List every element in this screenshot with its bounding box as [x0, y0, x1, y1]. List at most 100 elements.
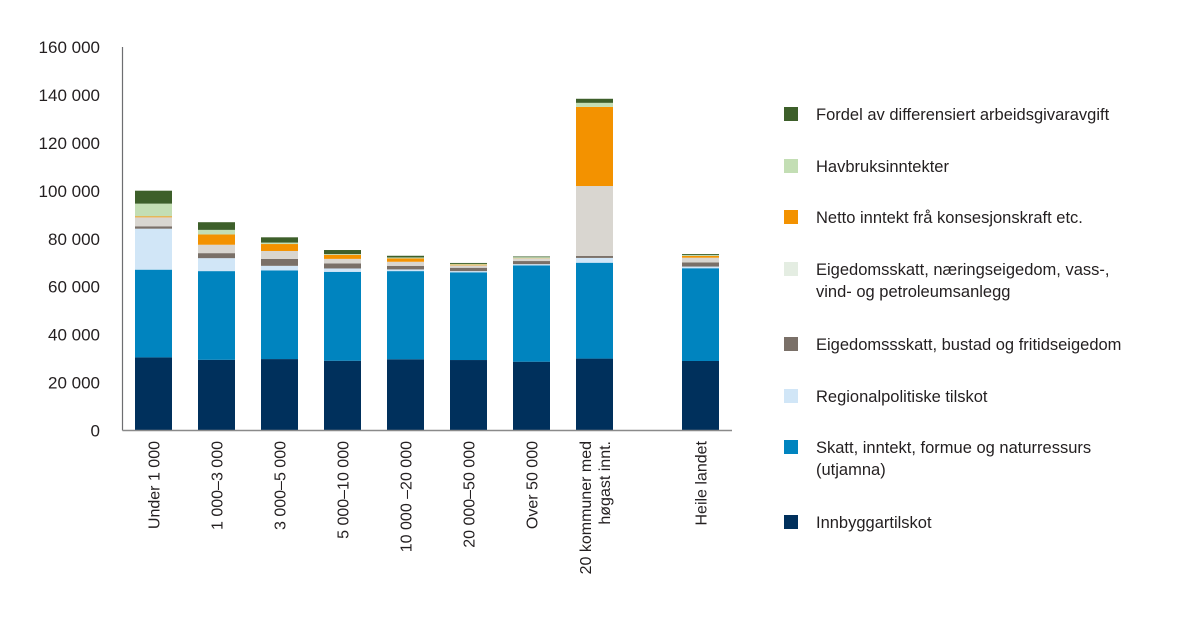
bar-segment: [682, 256, 719, 258]
legend-swatch: [784, 337, 798, 351]
x-tick-label: 3 000–5 000: [273, 441, 290, 530]
bar-segment: [198, 244, 235, 254]
bar-segment: [513, 258, 550, 262]
bar-stack: [513, 256, 550, 431]
bar-segment: [576, 106, 613, 187]
bar-segment: [387, 261, 424, 266]
legend-label: Eigedomssskatt, bustad og fritidseigedom: [816, 336, 1122, 354]
bar-segment: [387, 265, 424, 270]
bar-segment: [682, 255, 719, 257]
bar-segment: [513, 256, 550, 258]
bar-segment: [261, 244, 298, 251]
bar-segment: [513, 261, 550, 265]
legend-label: Fordel av differensiert arbeidsgivaravgi…: [816, 106, 1110, 124]
legend-swatch: [784, 159, 798, 173]
bar-segment: [261, 270, 298, 360]
bar-segment: [450, 271, 487, 273]
bar-segment: [682, 268, 719, 361]
x-tick-label: 10 000 –20 000: [399, 441, 416, 552]
legend-swatch: [784, 515, 798, 529]
bar-segment: [198, 222, 235, 230]
bar-segment: [198, 359, 235, 431]
bar-segment: [324, 271, 361, 361]
bar-segment: [261, 237, 298, 243]
bar-stack: [324, 250, 361, 431]
legend-label: Netto inntekt frå konsesjonskraft etc.: [816, 209, 1083, 227]
bar-segment: [261, 250, 298, 259]
bar-segment: [324, 360, 361, 431]
bar-segment: [261, 265, 298, 271]
bar-segment: [324, 268, 361, 272]
x-tick-label: høgast innt.: [597, 441, 614, 525]
bar-segment: [387, 257, 424, 259]
legend-label: Havbruksinntekter: [816, 158, 949, 176]
bars: [135, 98, 719, 431]
bar-segment: [513, 264, 550, 266]
legend-swatch: [784, 107, 798, 121]
bar-segment: [513, 361, 550, 431]
bar-segment: [324, 254, 361, 255]
legend-item: Netto inntekt frå konsesjonskraft etc.: [784, 207, 1196, 229]
legend-swatch: [784, 389, 798, 403]
bar-segment: [682, 254, 719, 256]
bar-stack: [135, 190, 172, 431]
legend-swatch: [784, 440, 798, 454]
bar-segment: [576, 186, 613, 257]
bar-stack: [450, 262, 487, 431]
bar-segment: [135, 203, 172, 217]
bar-segment: [135, 357, 172, 431]
x-tick-label: 20 000–50 000: [462, 441, 479, 548]
legend-item: Eigedomssskatt, bustad og fritidseigedom: [784, 334, 1196, 356]
bar-segment: [198, 253, 235, 259]
bar-segment: [198, 234, 235, 245]
bar-segment: [450, 263, 487, 265]
bar-segment: [576, 256, 613, 258]
legend: Fordel av differensiert arbeidsgivaravgi…: [784, 0, 1194, 639]
x-tick-label: 20 kommuner med: [578, 441, 595, 574]
bar-segment: [198, 258, 235, 272]
bar-segment: [387, 269, 424, 272]
legend-label: Skatt, inntekt, formue og naturressurs (…: [816, 439, 1092, 479]
bar-segment: [324, 258, 361, 264]
bar-segment: [387, 271, 424, 360]
y-tick-label: 40 000: [48, 326, 100, 345]
y-tick-label: 120 000: [39, 134, 100, 153]
stacked-bar-chart: 0 20 000 40 000 60 000 80 000 100 000 120 000 1…: [39, 38, 732, 574]
y-tick-label: 20 000: [48, 374, 100, 393]
bar-segment: [198, 229, 235, 235]
x-axis-ticks: Under 1 000 1 000–3 000 3 000–5 000 5 000–1…: [147, 440, 711, 574]
bar-segment: [261, 258, 298, 266]
bar-segment: [135, 228, 172, 270]
bar-segment: [576, 358, 613, 431]
y-tick-label: 100 000: [39, 182, 100, 201]
y-tick-label: 60 000: [48, 278, 100, 297]
legend-item: Eigedomsskatt, næringseigedom, vass-, vi…: [784, 259, 1196, 303]
bar-segment: [450, 262, 487, 264]
legend-item: Regionalpolitiske tilskot: [784, 386, 1196, 408]
bar-segment: [682, 266, 719, 269]
bar-segment: [450, 264, 487, 266]
bar-segment: [450, 267, 487, 272]
bar-segment: [576, 98, 613, 103]
legend-item: Innbyggartilskot: [784, 512, 1196, 534]
bar-segment: [682, 262, 719, 267]
bar-segment: [387, 255, 424, 258]
legend-item: Fordel av differensiert arbeidsgivaravgi…: [784, 104, 1196, 126]
bar-segment: [576, 257, 613, 263]
bar-stack: [682, 254, 719, 431]
bar-segment: [682, 360, 719, 431]
x-tick-label: 1 000–3 000: [210, 441, 227, 530]
y-tick-label: 0: [91, 422, 100, 441]
legend-item: Havbruksinntekter: [784, 156, 1196, 178]
legend-label: Eigedomsskatt, næringseigedom, vass-, vi…: [816, 261, 1110, 301]
x-tick-label: 5 000–10 000: [336, 441, 353, 539]
legend-label: Regionalpolitiske tilskot: [816, 388, 988, 406]
legend-item: Skatt, inntekt, formue og naturressurs (…: [784, 437, 1196, 481]
y-tick-label: 80 000: [48, 230, 100, 249]
bar-segment: [576, 102, 613, 107]
bar-segment: [682, 257, 719, 263]
bar-segment: [576, 262, 613, 359]
bar-segment: [135, 190, 172, 204]
x-tick-label: Over 50 000: [525, 441, 542, 529]
bar-segment: [513, 257, 550, 259]
